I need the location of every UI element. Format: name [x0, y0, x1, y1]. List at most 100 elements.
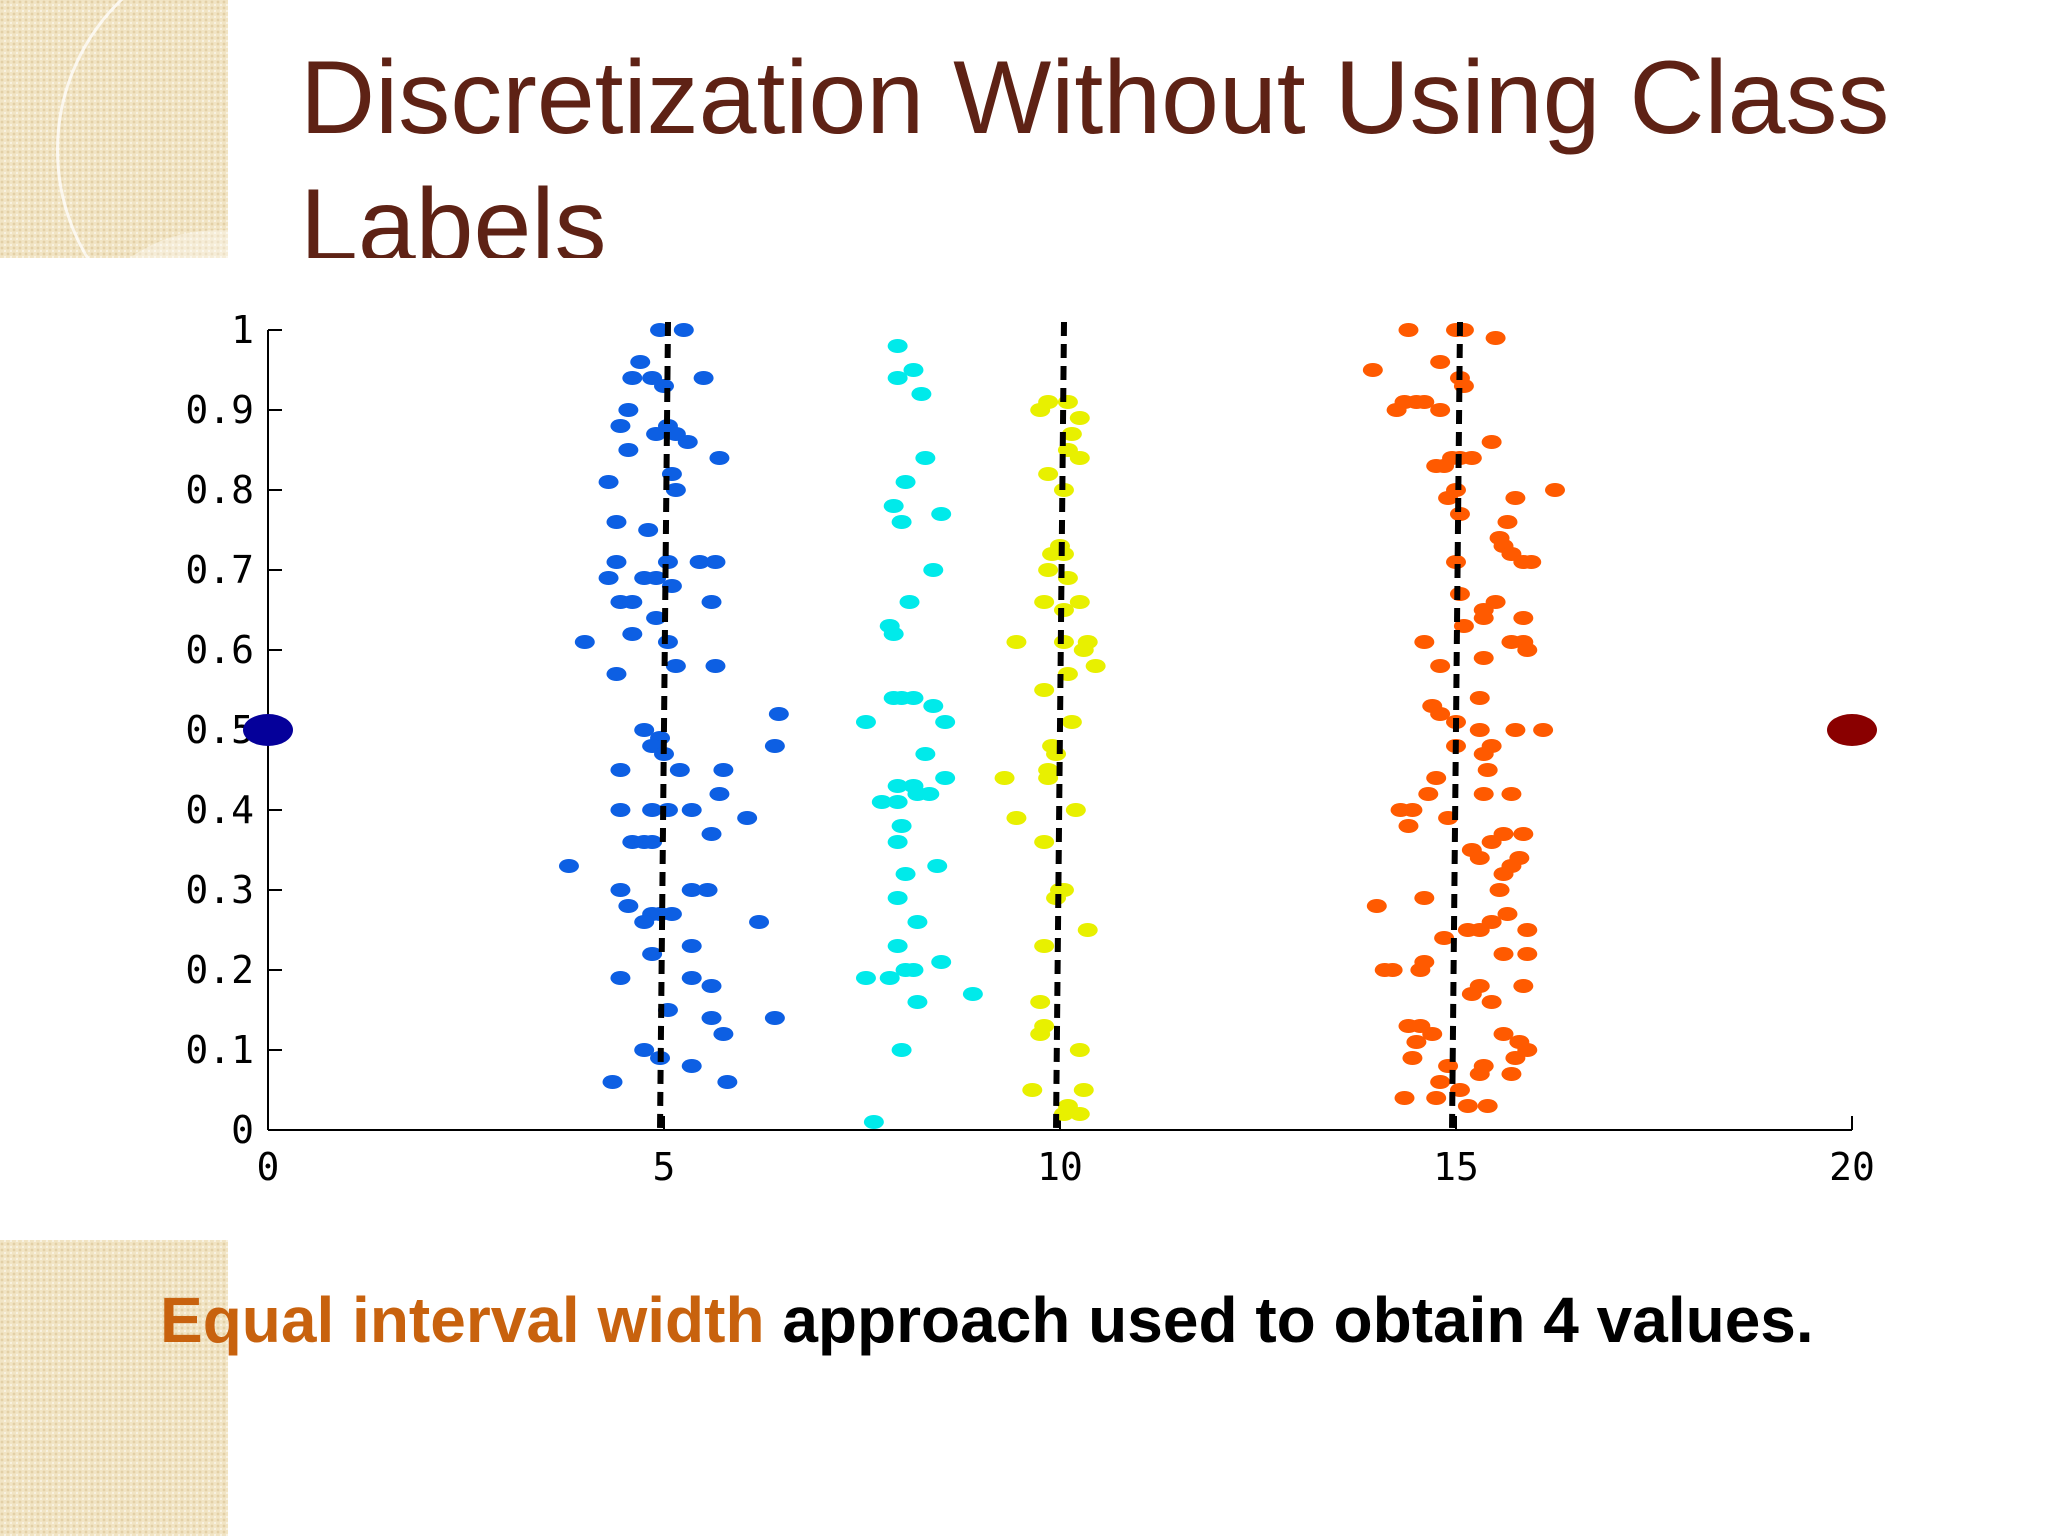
data-point: [657, 635, 678, 649]
data-point: [610, 763, 631, 777]
data-point: [610, 803, 631, 817]
data-point: [1497, 907, 1518, 921]
data-point: [665, 659, 686, 673]
data-point: [665, 483, 686, 497]
data-point: [749, 915, 770, 929]
data-point: [1085, 659, 1106, 673]
data-point: [1069, 411, 1090, 425]
data-point: [1545, 483, 1565, 497]
data-point: [610, 883, 631, 897]
data-point: [1501, 1067, 1522, 1081]
data-point: [1034, 595, 1055, 609]
data-point: [622, 371, 643, 385]
data-point: [1505, 1051, 1526, 1065]
data-point: [923, 563, 944, 577]
data-point: [618, 899, 639, 913]
data-point: [903, 363, 924, 377]
caption-text: approach used to obtain 4 values.: [764, 1284, 1814, 1356]
slide-title: Discretization Without Using Class Label…: [300, 40, 1890, 258]
data-point: [1438, 491, 1459, 505]
data-point: [1517, 923, 1538, 937]
data-point: [654, 747, 674, 761]
data-point: [1481, 435, 1502, 449]
data-point: [1402, 1051, 1423, 1065]
bin-boundary-line: [1449, 321, 1463, 1131]
data-point: [606, 667, 627, 681]
data-point: [1034, 683, 1055, 697]
scatter-chart: 00.10.20.30.40.50.60.70.80.910 5 10 15 20: [185, 308, 1877, 1189]
data-point: [1453, 619, 1474, 633]
data-point: [1485, 331, 1506, 345]
data-point: [1473, 651, 1494, 665]
data-point: [642, 947, 663, 961]
data-point: [1469, 923, 1490, 937]
data-point: [931, 955, 952, 969]
data-point: [1430, 403, 1451, 417]
data-point: [1069, 1043, 1090, 1057]
data-point: [1418, 787, 1439, 801]
series-2: [855, 339, 983, 1129]
data-point: [1430, 707, 1451, 721]
series-3: [994, 395, 1106, 1121]
data-point: [1069, 595, 1090, 609]
data-point: [935, 771, 956, 785]
data-point: [705, 659, 726, 673]
data-point: [887, 835, 908, 849]
y-tick-label: 0.6: [185, 628, 254, 672]
data-point: [1473, 603, 1494, 617]
data-point: [701, 1011, 722, 1025]
data-point: [681, 939, 702, 953]
y-tick-label: 1: [231, 308, 254, 352]
slide-caption: Equal interval width approach used to ob…: [160, 1282, 2020, 1358]
data-point: [1517, 643, 1538, 657]
data-point: [1513, 827, 1534, 841]
data-point: [883, 627, 904, 641]
data-point: [1481, 995, 1502, 1009]
data-point: [618, 403, 639, 417]
data-point: [1426, 771, 1447, 785]
y-tick-label: 0.9: [185, 388, 254, 432]
data-point: [622, 595, 643, 609]
data-point: [1022, 1083, 1043, 1097]
y-tick-label: 0.4: [185, 788, 254, 832]
data-point: [935, 715, 956, 729]
data-point: [1362, 363, 1383, 377]
data-point: [907, 915, 928, 929]
data-point: [863, 1115, 884, 1129]
data-points: [243, 323, 1877, 1129]
data-point: [1457, 1099, 1478, 1113]
data-point: [1046, 747, 1067, 761]
data-point: [915, 451, 936, 465]
data-point: [705, 555, 726, 569]
data-point: [634, 915, 655, 929]
data-point: [1038, 467, 1059, 481]
data-point: [1513, 611, 1534, 625]
data-point: [1461, 451, 1482, 465]
data-point: [962, 987, 983, 1001]
data-point: [630, 355, 651, 369]
axes: 00.10.20.30.40.50.60.70.80.910 5 10 15 20: [185, 308, 1875, 1189]
data-point: [701, 827, 722, 841]
data-point: [1030, 1027, 1051, 1041]
data-point: [1006, 811, 1027, 825]
data-point: [931, 507, 952, 521]
data-point: [1438, 1059, 1459, 1073]
data-point: [646, 427, 667, 441]
bin-boundary-line: [1053, 321, 1067, 1131]
data-point: [638, 523, 659, 537]
endpoint-left: [243, 714, 293, 746]
data-point: [681, 803, 702, 817]
data-point: [1053, 635, 1074, 649]
data-point: [1434, 459, 1455, 473]
data-point: [1065, 803, 1086, 817]
data-point: [1430, 1075, 1451, 1089]
data-point: [887, 339, 908, 353]
y-tick-label: 0.8: [185, 468, 254, 512]
data-point: [1390, 803, 1411, 817]
data-point: [1414, 395, 1435, 409]
data-point: [1034, 939, 1055, 953]
data-point: [713, 1027, 734, 1041]
data-point: [903, 691, 924, 705]
data-point: [709, 787, 730, 801]
series-1: [558, 323, 789, 1089]
